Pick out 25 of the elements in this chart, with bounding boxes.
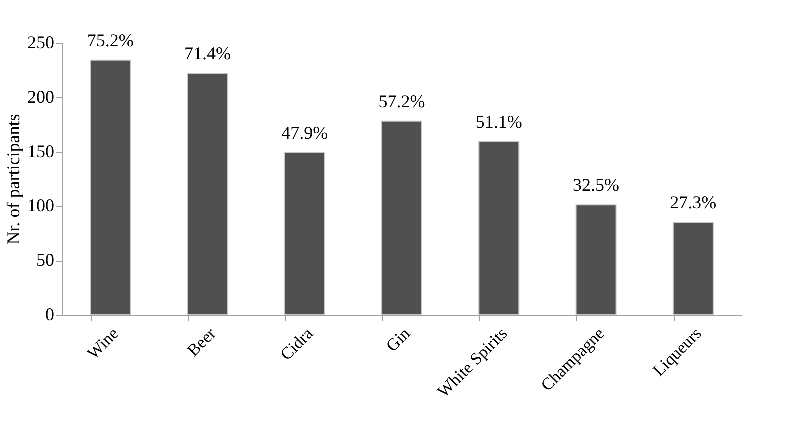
bar [576,204,617,316]
x-tick-label: Cidra [276,324,318,364]
annotation: 27.3% [670,192,717,213]
y-axis-title: Nr. of participants [4,114,24,245]
x-tick-label: Wine [84,324,123,364]
bar [187,72,228,316]
bar [382,120,422,316]
x-tick-label: Beer [184,324,220,360]
annotation: 57.2% [378,91,426,112]
annotation: 75.2% [87,30,134,50]
annotation: 32.5% [573,175,620,196]
bar [478,142,520,316]
y-tick-label: 150 [28,141,54,162]
bar [284,152,326,316]
y-tick-label: 50 [36,250,54,270]
annotation: 51.1% [476,112,522,132]
y-tick-label: 100 [28,196,54,216]
annotation: 71.4% [184,43,231,64]
x-tick-label: Gin [382,324,414,356]
y-tick-label: 250 [28,32,54,52]
bar [90,60,132,316]
bar [672,222,714,316]
y-tick-label: 200 [28,86,54,107]
y-tick-label: 0 [46,304,54,324]
annotation: 47.9% [282,122,328,143]
